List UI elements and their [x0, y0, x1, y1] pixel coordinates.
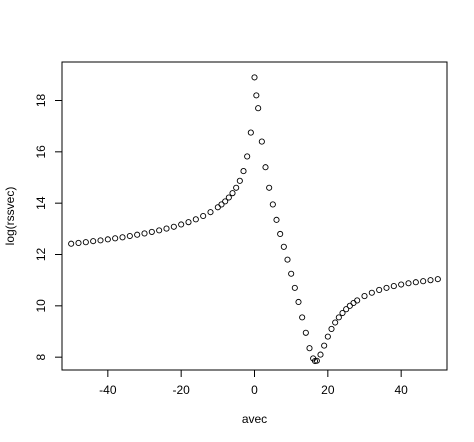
data-points — [68, 74, 441, 365]
data-point — [412, 279, 419, 286]
data-point — [350, 299, 357, 307]
y-tick-label: 12 — [34, 248, 48, 262]
data-point — [317, 351, 324, 358]
data-point — [328, 325, 335, 332]
data-point — [75, 239, 82, 246]
data-point — [427, 277, 434, 284]
data-point — [90, 238, 97, 245]
data-point — [82, 239, 89, 246]
data-point — [218, 201, 225, 208]
x-axis-label: avec — [242, 412, 267, 426]
data-point — [251, 74, 258, 81]
data-point — [434, 276, 441, 283]
data-point — [299, 314, 306, 321]
data-point — [255, 105, 262, 112]
data-point — [233, 184, 240, 191]
data-point — [222, 198, 229, 205]
x-tick-label: 0 — [251, 383, 258, 397]
data-point — [170, 223, 177, 230]
data-point — [192, 216, 199, 223]
data-point — [354, 297, 361, 304]
data-point — [295, 298, 302, 306]
data-point — [313, 357, 320, 364]
data-point — [284, 256, 291, 263]
data-point — [225, 194, 232, 201]
data-point — [420, 278, 427, 285]
data-point — [104, 236, 111, 243]
data-point — [291, 284, 298, 291]
data-point — [68, 240, 75, 247]
data-point — [324, 333, 331, 340]
data-point — [376, 286, 383, 293]
data-point — [112, 235, 119, 242]
data-point — [332, 319, 339, 326]
data-point — [269, 201, 276, 208]
data-point — [277, 230, 284, 238]
data-point — [398, 281, 405, 288]
data-point — [200, 212, 207, 220]
data-point — [134, 231, 141, 238]
data-point — [266, 184, 273, 191]
data-point — [247, 129, 254, 136]
data-point — [302, 329, 309, 336]
data-point — [214, 204, 221, 211]
data-point — [141, 230, 148, 237]
data-point — [163, 225, 170, 232]
data-point — [126, 232, 133, 240]
x-tick-label: -20 — [172, 383, 190, 397]
data-point — [240, 168, 247, 175]
data-point — [207, 209, 214, 216]
data-point — [306, 345, 313, 352]
data-point — [361, 293, 368, 300]
data-point — [97, 237, 104, 244]
y-tick-label: 16 — [34, 145, 48, 159]
x-tick-label: -40 — [99, 383, 117, 397]
data-point — [405, 280, 412, 287]
data-point — [178, 221, 185, 228]
data-point — [343, 306, 350, 313]
x-axis: -40 -20 0 20 40 — [99, 369, 408, 397]
data-point — [335, 314, 342, 321]
x-tick-label: 40 — [394, 383, 408, 397]
data-point — [288, 270, 295, 277]
y-tick-label: 14 — [34, 196, 48, 210]
y-tick-label: 10 — [34, 299, 48, 313]
plot-frame — [61, 61, 448, 371]
data-point — [229, 190, 236, 197]
data-point — [156, 227, 163, 234]
data-point — [185, 219, 192, 226]
data-point — [253, 92, 260, 99]
data-point — [236, 177, 243, 184]
data-point — [119, 234, 126, 241]
data-point — [339, 309, 346, 317]
y-tick-label: 18 — [34, 94, 48, 108]
data-point — [390, 283, 397, 290]
y-axis: 8 10 12 14 16 18 — [34, 94, 63, 361]
data-point — [383, 284, 390, 291]
data-point — [262, 164, 269, 171]
data-point — [244, 153, 251, 160]
data-point — [321, 342, 328, 349]
data-point — [346, 302, 353, 309]
data-point — [368, 289, 375, 296]
data-point — [148, 228, 155, 235]
y-axis-label: log(rssvec) — [3, 187, 17, 246]
x-tick-label: 20 — [321, 383, 335, 397]
data-point — [280, 243, 287, 250]
y-tick-label: 8 — [34, 354, 48, 361]
data-point — [258, 138, 265, 145]
data-point — [273, 216, 280, 223]
